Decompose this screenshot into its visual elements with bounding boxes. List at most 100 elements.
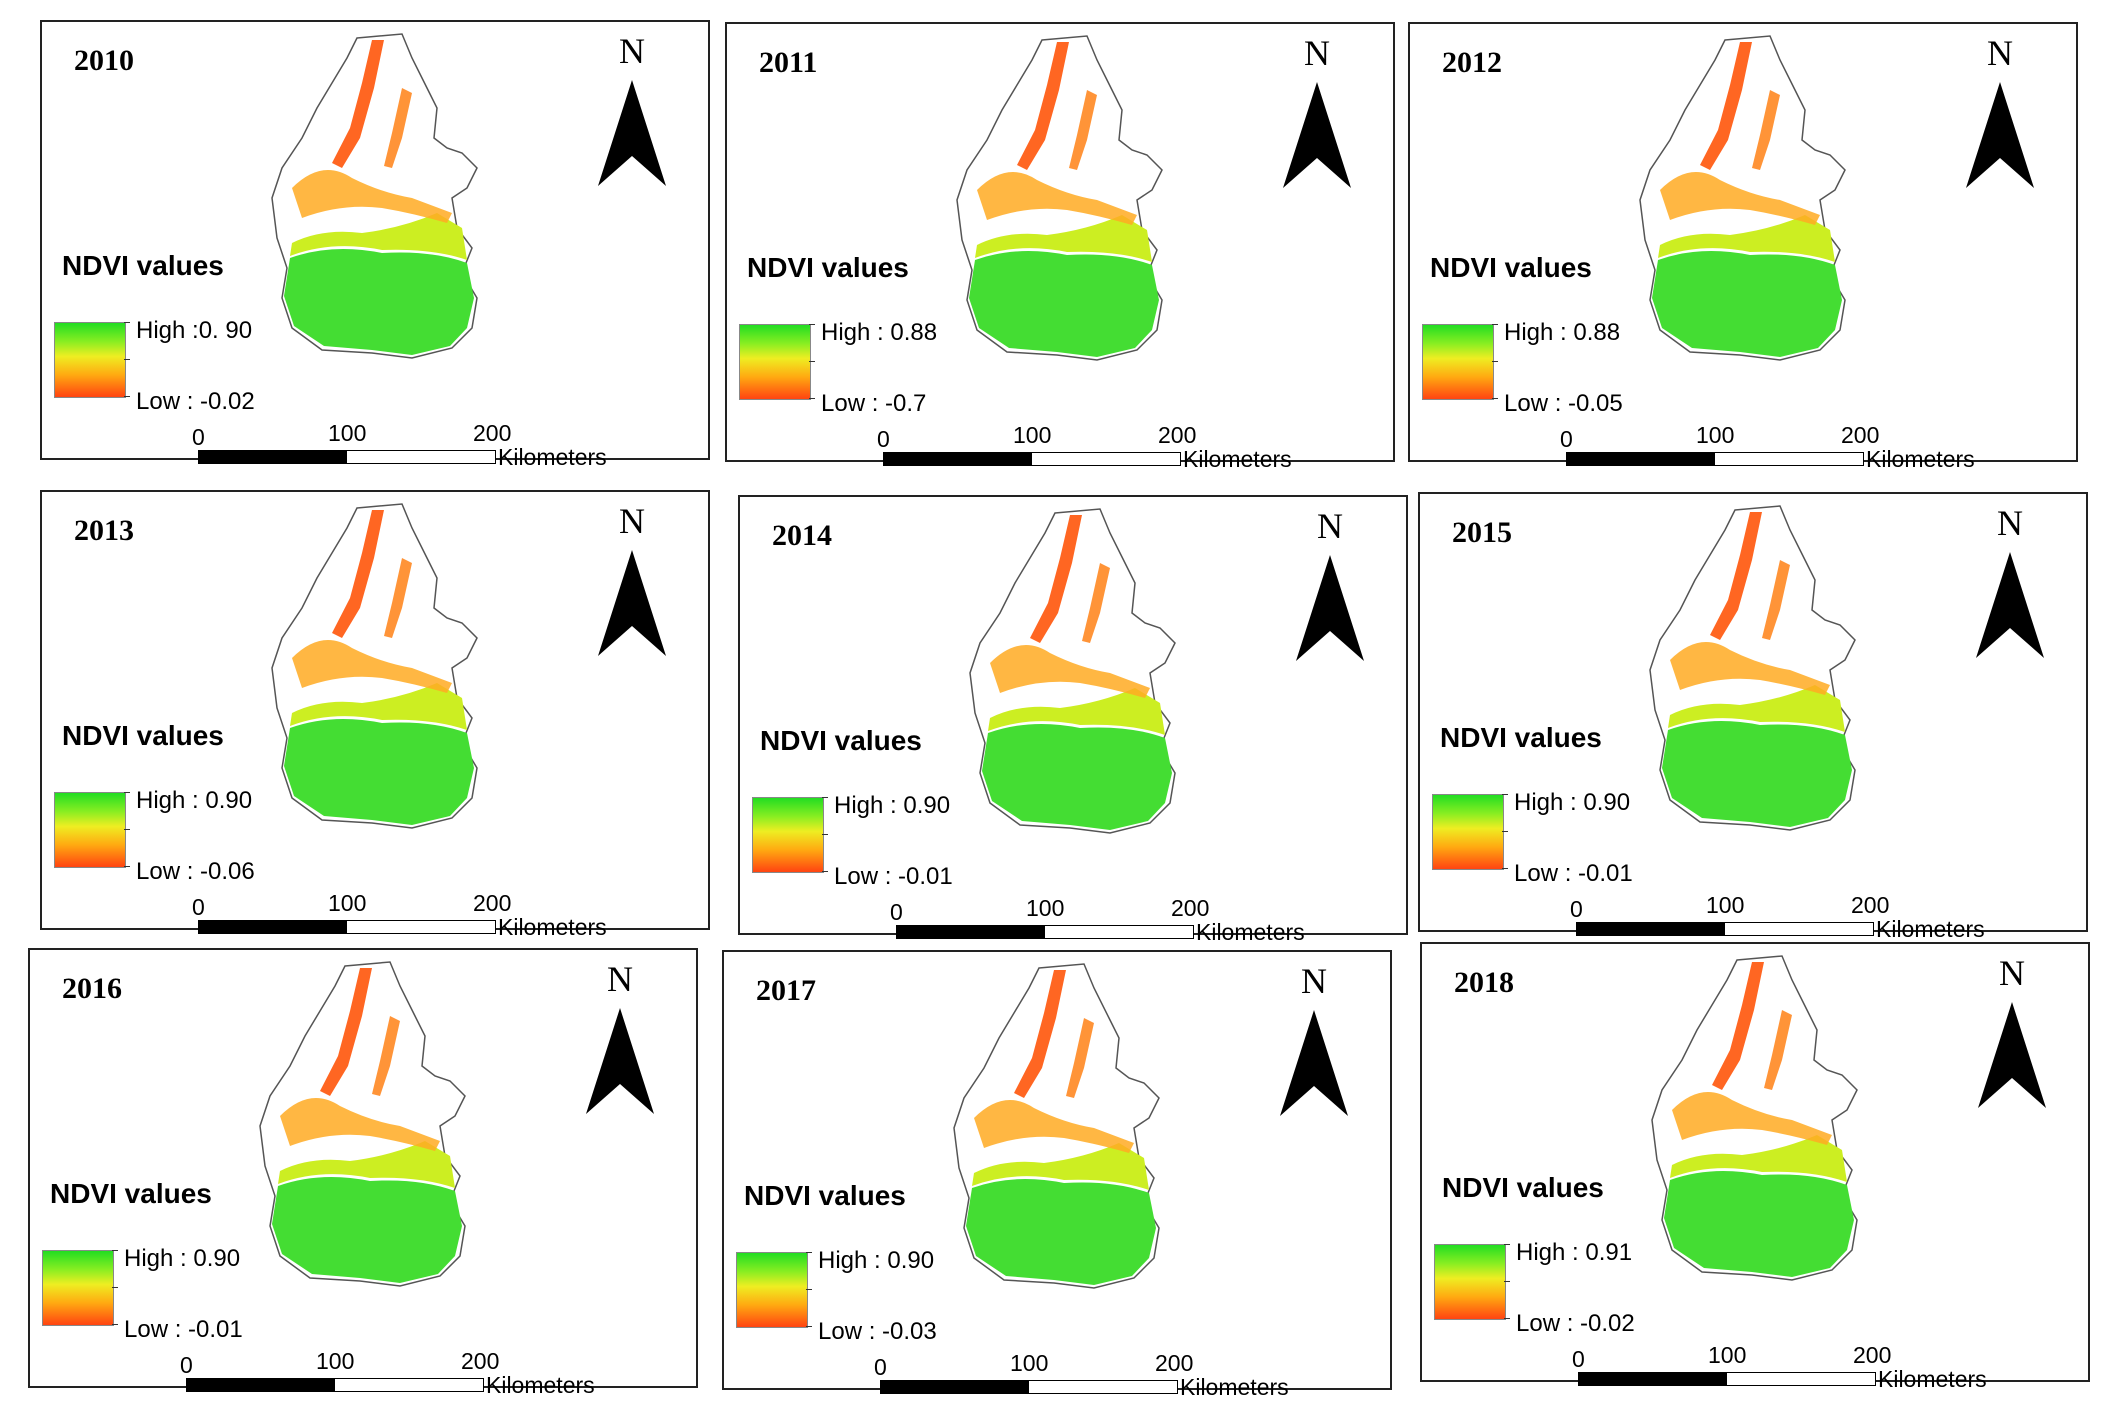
north-arrow-icon xyxy=(1280,1010,1348,1116)
scale-segment-black xyxy=(198,450,348,464)
scale-segment-white xyxy=(1031,452,1181,466)
vegetation-streak-east xyxy=(384,88,412,168)
scale-bar: 0 100 200 Kilometers xyxy=(180,1338,595,1398)
scale-unit: Kilometers xyxy=(1180,1374,1289,1400)
scale-segment-black xyxy=(186,1378,336,1392)
legend-tick-mid xyxy=(809,361,815,362)
scale-tick-200: 200 xyxy=(1155,1350,1194,1376)
vegetation-streak-north xyxy=(320,968,372,1096)
north-arrow-icon xyxy=(1296,555,1364,661)
panel-year: 2011 xyxy=(759,46,818,79)
vegetation-band-mid xyxy=(975,215,1152,262)
panel-year: 2010 xyxy=(74,44,134,77)
map-panel: 2010 N NDVI values High :0. 90 Low : -0.… xyxy=(40,20,710,470)
legend-title: NDVI values xyxy=(760,725,922,756)
scale-tick-200: 200 xyxy=(1841,422,1880,448)
scale-segment-white xyxy=(1726,1372,1876,1386)
vegetation-band-mid xyxy=(290,683,467,730)
vegetation-band-south xyxy=(1662,721,1852,827)
scale-segment-black xyxy=(1576,922,1726,936)
vegetation-streak-north xyxy=(1017,42,1069,170)
legend-tick-low xyxy=(124,396,130,397)
legend-tick-low xyxy=(806,1326,812,1327)
scale-tick-100: 100 xyxy=(1026,895,1065,921)
scale-tick-200: 200 xyxy=(1158,422,1197,448)
legend-tick-mid xyxy=(124,359,130,360)
scale-segment-black xyxy=(896,925,1046,939)
vegetation-streak-east xyxy=(1082,563,1110,643)
legend-title: NDVI values xyxy=(747,252,909,283)
scale-tick-0: 0 xyxy=(180,1352,193,1378)
legend-tick-mid xyxy=(112,1287,118,1288)
legend-tick-high xyxy=(809,324,815,325)
north-label: N xyxy=(619,31,645,71)
scale-unit: Kilometers xyxy=(486,1372,595,1398)
vegetation-streak-north xyxy=(1030,515,1082,643)
scale-bar: 0 100 200 Kilometers xyxy=(874,1340,1289,1400)
north-label: N xyxy=(1301,961,1327,1001)
scale-tick-0: 0 xyxy=(874,1354,887,1380)
scale-segment-white xyxy=(1044,925,1194,939)
vegetation-band-mid xyxy=(1668,685,1845,732)
north-label: N xyxy=(1987,33,2013,73)
vegetation-ridge xyxy=(292,170,452,223)
legend-tick-mid xyxy=(822,834,828,835)
ndvi-map xyxy=(956,35,1163,361)
ndvi-map xyxy=(271,33,478,359)
scale-tick-100: 100 xyxy=(1010,1350,1049,1376)
north-arrow-icon xyxy=(1283,82,1351,188)
vegetation-ridge xyxy=(974,1100,1134,1153)
scale-tick-200: 200 xyxy=(461,1348,500,1374)
vegetation-band-south xyxy=(272,1177,462,1283)
legend-high-label: High :0. 90 xyxy=(136,317,253,344)
scale-bar: 0 100 200 Kilometers xyxy=(1570,882,1985,942)
scale-bar: 0 100 200 Kilometers xyxy=(1560,412,1975,472)
vegetation-streak-east xyxy=(1762,560,1790,640)
map-panel: 2018 N NDVI values High : 0.91 Low : -0.… xyxy=(1420,942,2090,1392)
north-arrow-icon xyxy=(598,550,666,656)
vegetation-band-mid xyxy=(278,1141,455,1188)
scale-unit: Kilometers xyxy=(1878,1366,1987,1392)
scale-segment-black xyxy=(1578,1372,1728,1386)
map-panel: 2012 N NDVI values High : 0.88 Low : -0.… xyxy=(1408,22,2078,472)
legend-low-label: Low : -0.01 xyxy=(834,863,953,890)
legend-tick-high xyxy=(124,322,130,323)
vegetation-streak-north xyxy=(1014,970,1066,1098)
scale-segment-white xyxy=(1724,922,1874,936)
legend-tick-mid xyxy=(1492,361,1498,362)
legend-title: NDVI values xyxy=(1430,252,1592,283)
legend-high-label: High : 0.90 xyxy=(1514,789,1631,816)
legend-low-label: Low : -0.06 xyxy=(136,858,255,885)
legend-high-label: High : 0.88 xyxy=(1504,319,1621,346)
vegetation-band-mid xyxy=(1670,1135,1847,1182)
scale-segment-white xyxy=(1714,452,1864,466)
vegetation-streak-north xyxy=(1710,512,1762,640)
vegetation-band-mid xyxy=(988,688,1165,735)
scale-tick-0: 0 xyxy=(1572,1346,1585,1372)
legend-title: NDVI values xyxy=(1442,1172,1604,1203)
ndvi-map xyxy=(1651,955,1858,1281)
panel-year: 2015 xyxy=(1452,516,1512,549)
north-arrow-icon xyxy=(1978,1002,2046,1108)
legend-tick-mid xyxy=(806,1289,812,1290)
scale-segment-white xyxy=(334,1378,484,1392)
legend-gradient xyxy=(1434,1244,1506,1320)
map-panel: 2013 N NDVI values High : 0.90 Low : -0.… xyxy=(40,490,710,940)
north-label: N xyxy=(1304,33,1330,73)
scale-tick-100: 100 xyxy=(1706,892,1745,918)
legend-tick-low xyxy=(822,871,828,872)
scale-unit: Kilometers xyxy=(1876,916,1985,942)
legend-tick-low xyxy=(112,1324,118,1325)
scale-unit: Kilometers xyxy=(1866,446,1975,472)
vegetation-band-mid xyxy=(290,213,467,260)
legend-title: NDVI values xyxy=(744,1180,906,1211)
legend-high-label: High : 0.90 xyxy=(834,792,951,819)
scale-tick-200: 200 xyxy=(1171,895,1210,921)
legend-gradient xyxy=(54,792,126,868)
scale-bar: 0 100 200 Kilometers xyxy=(1572,1332,1987,1392)
vegetation-band-south xyxy=(284,719,474,825)
legend-tick-high xyxy=(124,792,130,793)
vegetation-streak-east xyxy=(372,1016,400,1096)
ndvi-map xyxy=(259,961,466,1287)
